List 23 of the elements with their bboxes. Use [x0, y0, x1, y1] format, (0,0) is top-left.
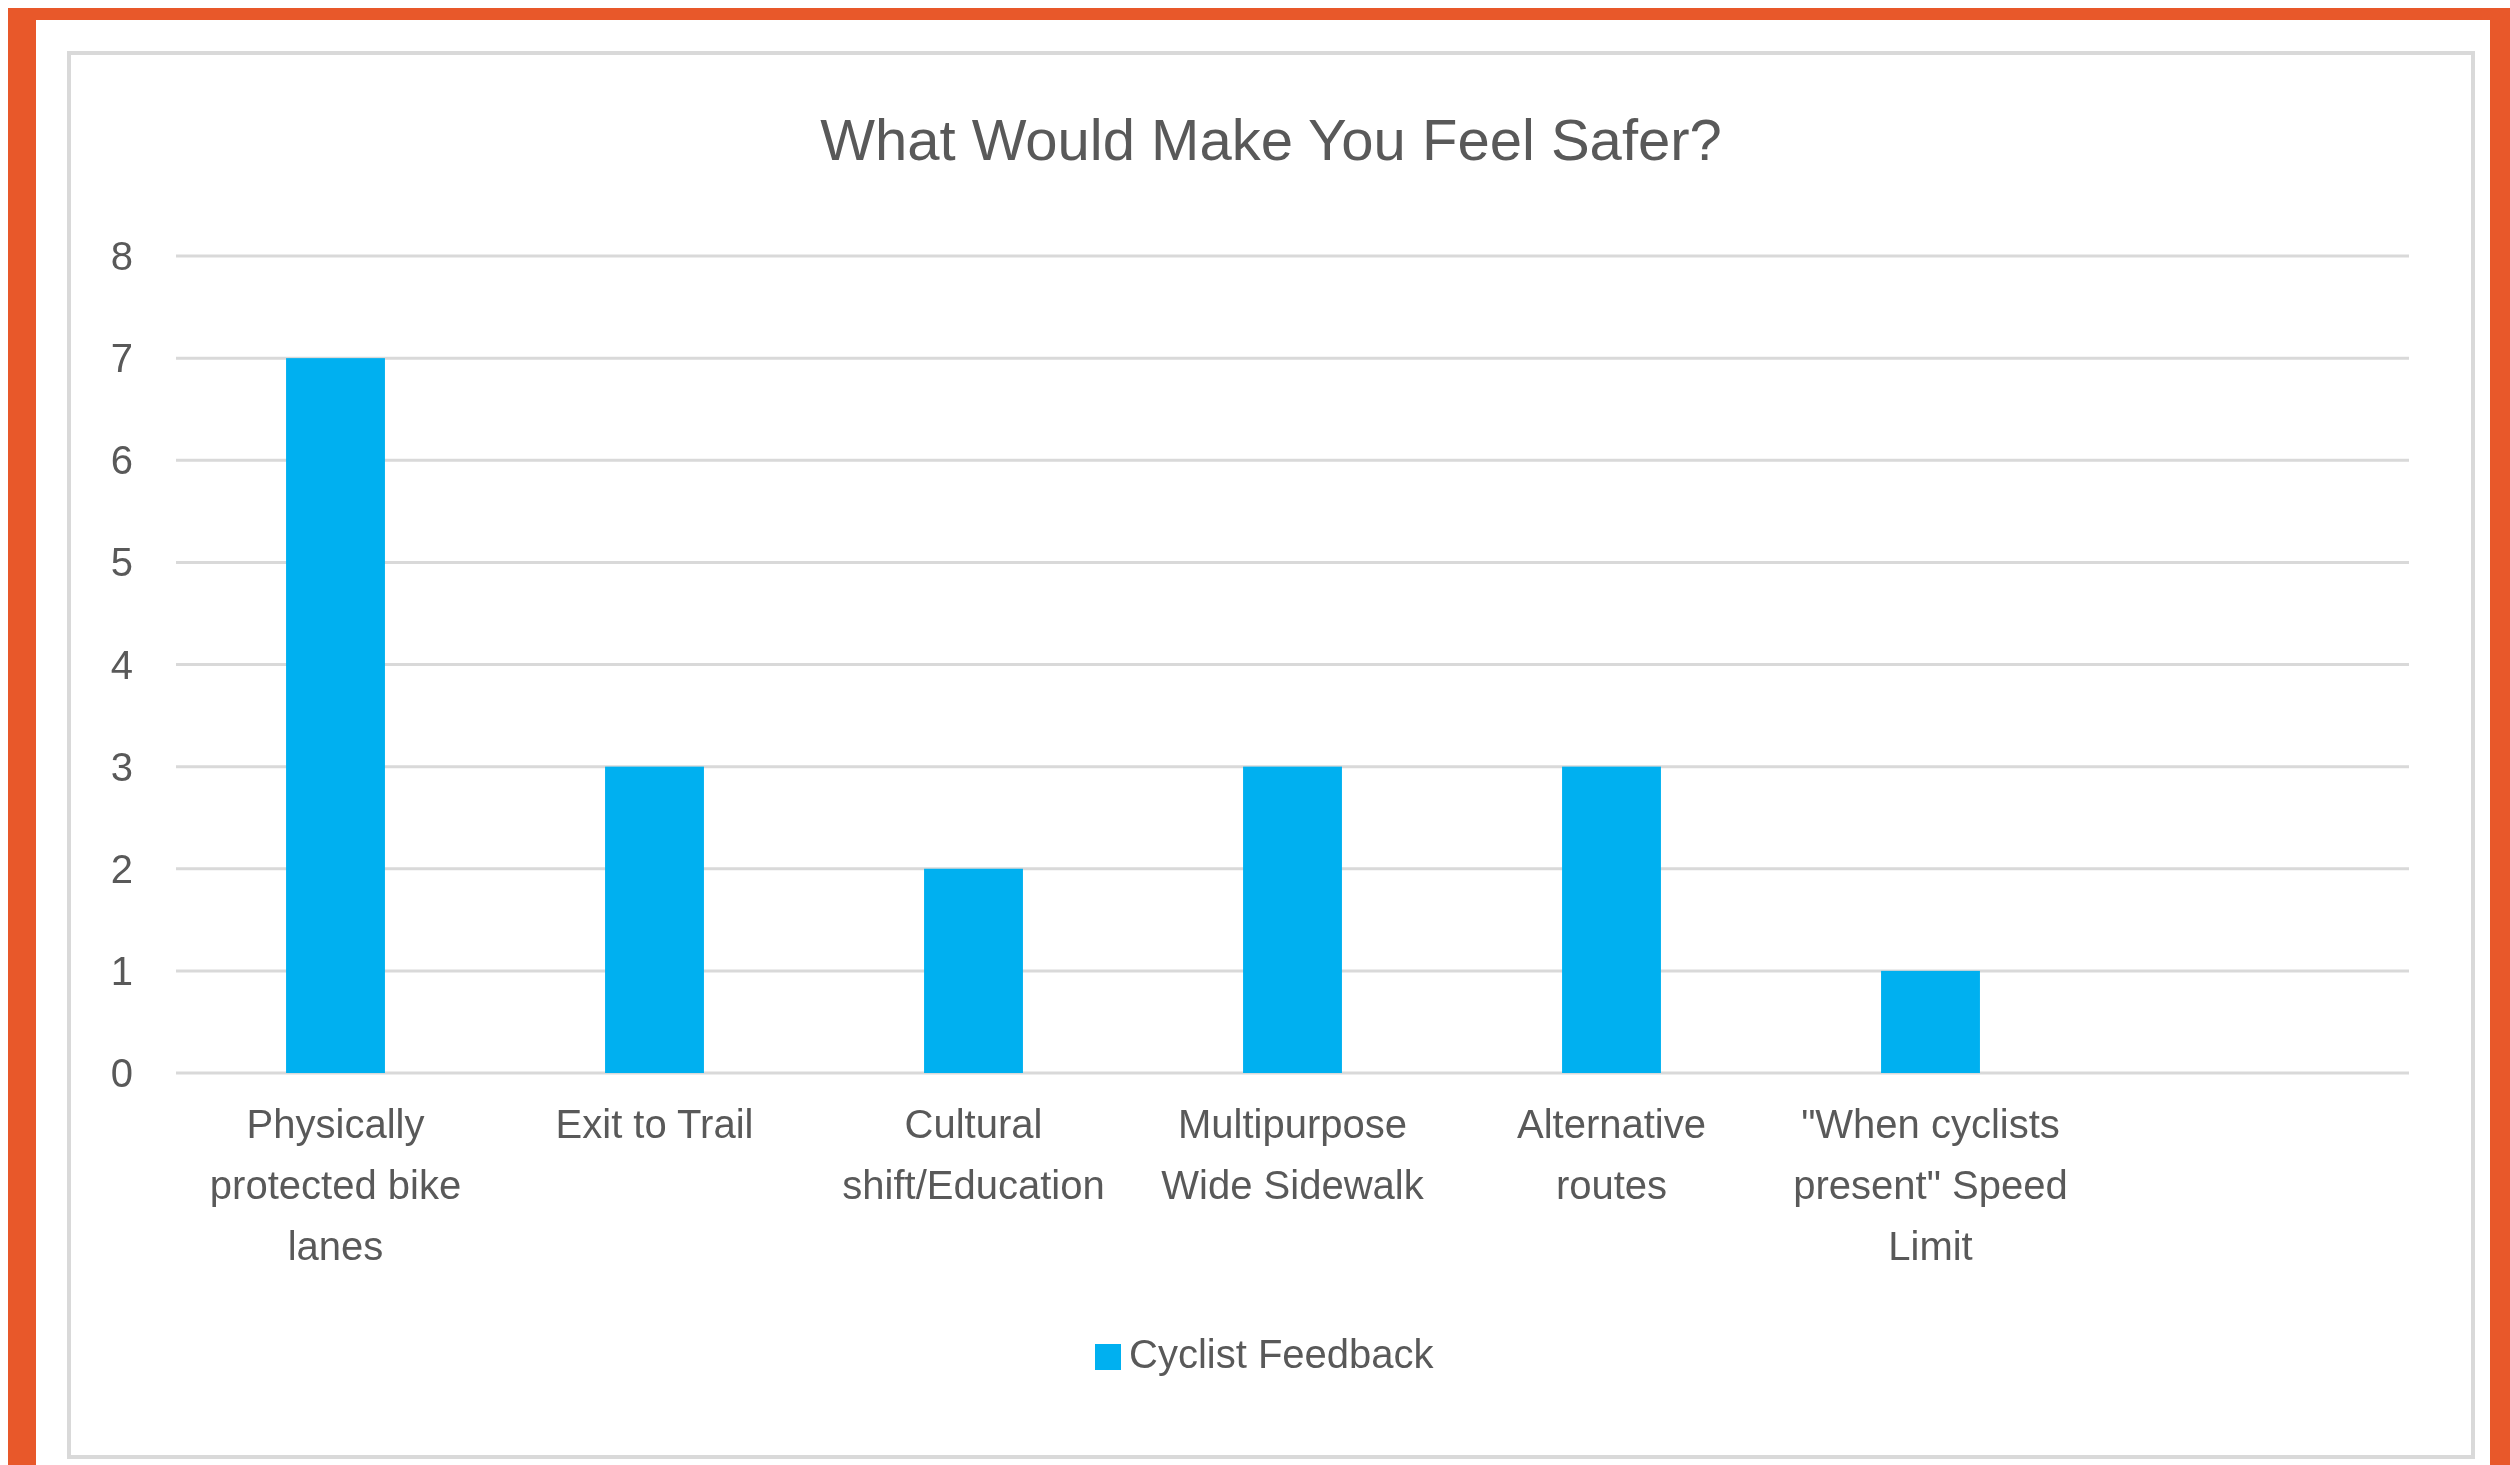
y-tick-label: 5 — [110, 540, 133, 585]
bar — [1881, 970, 1980, 1073]
x-tick-label: Cultural shift/Education — [842, 1102, 1105, 1207]
y-tick-label: 4 — [110, 642, 133, 687]
y-tick-label: 1 — [110, 948, 133, 993]
bar — [1243, 766, 1342, 1073]
x-tick-label: Alternative routes — [1517, 1102, 1706, 1207]
y-tick-label: 7 — [110, 336, 133, 381]
bar — [286, 358, 385, 1073]
bar — [924, 868, 1023, 1073]
chart-title: What Would Make You Feel Safer? — [820, 107, 1722, 172]
y-tick-label: 0 — [110, 1051, 133, 1095]
legend-label: Cyclist Feedback — [1129, 1332, 1435, 1376]
x-tick-label: Multipurpose Wide Sidewalk — [1161, 1102, 1425, 1207]
x-tick-label: Physically protected bike lanes — [209, 1102, 462, 1268]
y-tick-label: 2 — [110, 846, 133, 891]
y-tick-label: 6 — [110, 438, 133, 483]
y-tick-label: 8 — [110, 234, 133, 278]
x-tick-label: Exit to Trail — [555, 1102, 754, 1146]
bar — [605, 766, 704, 1073]
bar — [1562, 766, 1661, 1073]
x-tick-label: "When cyclists present" Speed Limit — [1793, 1102, 2068, 1268]
y-tick-label: 3 — [110, 744, 133, 789]
